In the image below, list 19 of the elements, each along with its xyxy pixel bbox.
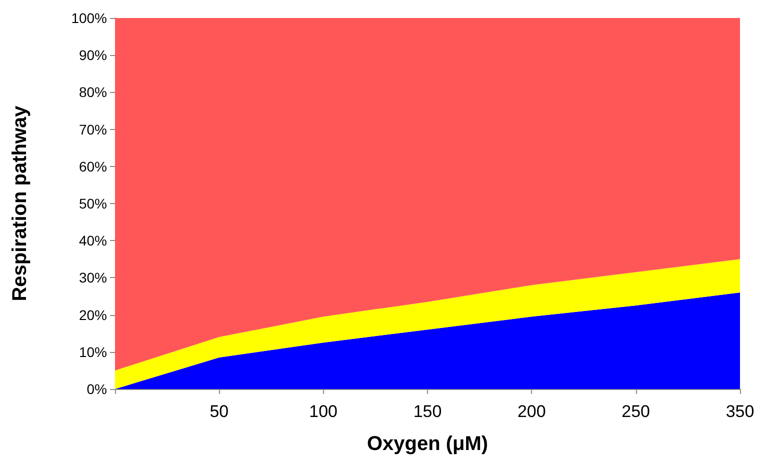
y-tick-label: 50% [78, 196, 107, 212]
x-axis-title: Oxygen (μM) [366, 433, 488, 455]
x-tick-label: 200 [517, 402, 546, 421]
y-tick-label: 70% [78, 121, 107, 138]
y-tick-label: 100% [71, 10, 107, 26]
y-tick-label: 40% [78, 232, 107, 249]
x-tick-label: 50 [210, 402, 229, 421]
x-tick-label: 150 [413, 402, 442, 421]
x-tick-label: 100 [309, 402, 338, 421]
x-tick-label: 250 [622, 402, 650, 421]
y-tick-label: 60% [78, 158, 107, 174]
y-tick-label: 20% [78, 306, 107, 323]
y-tick-label: 90% [78, 47, 107, 64]
y-tick-label: 30% [78, 270, 107, 286]
y-axis-title: Respiration pathway [9, 104, 31, 302]
x-tick-label: 350 [726, 402, 754, 421]
y-tick-label: 10% [78, 344, 107, 360]
y-tick-label: 80% [78, 84, 107, 100]
y-tick-label: 0% [86, 381, 107, 397]
